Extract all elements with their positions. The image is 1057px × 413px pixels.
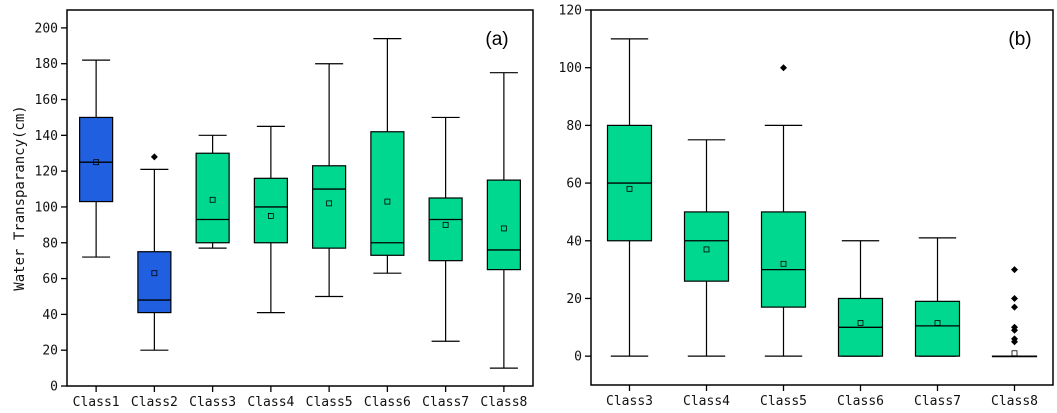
outlier-point xyxy=(1011,303,1018,311)
box-body xyxy=(195,152,230,244)
y-tick-label: 20 xyxy=(566,292,582,307)
box-class5 xyxy=(760,64,807,357)
plot-frame xyxy=(66,9,534,387)
box-class1 xyxy=(79,59,114,258)
box-body xyxy=(760,211,807,308)
box-class4 xyxy=(683,139,730,357)
box-body xyxy=(137,251,172,314)
outlier-point xyxy=(150,153,158,161)
mean-marker xyxy=(1011,350,1018,357)
mean-marker xyxy=(703,246,710,253)
outlier-point xyxy=(780,64,787,72)
plot-frame xyxy=(590,9,1054,386)
outlier-point xyxy=(1011,335,1018,343)
box-class7 xyxy=(428,116,463,342)
box-class8 xyxy=(486,72,521,369)
box-class5 xyxy=(312,63,347,298)
y-tick-label: 0 xyxy=(574,350,582,365)
mean-marker xyxy=(209,196,216,203)
y-tick-label: 40 xyxy=(42,308,58,323)
box-class3 xyxy=(195,134,230,249)
y-tick-label: 100 xyxy=(35,200,58,215)
y-tick-label: 200 xyxy=(35,21,58,36)
mean-marker xyxy=(93,159,100,166)
mean-marker xyxy=(384,198,391,205)
box-class3 xyxy=(606,38,653,357)
x-tick-label: Class6 xyxy=(364,395,411,410)
outlier-point xyxy=(1011,294,1018,302)
y-tick-label: 80 xyxy=(42,236,58,251)
y-tick-label: 120 xyxy=(559,4,582,19)
panel-b: 0 20 40 60 80 100 120 (b) Class3 Class4 Class5 Clas… xyxy=(559,4,1054,409)
box-class2 xyxy=(137,153,172,351)
x-tick-label: Class5 xyxy=(306,395,353,410)
y-tick-label: 180 xyxy=(35,57,58,72)
mean-marker xyxy=(151,270,158,277)
y-tick-label: 160 xyxy=(35,93,58,108)
outlier-point xyxy=(1011,266,1018,274)
box-body xyxy=(486,179,521,271)
x-tick-label: Class4 xyxy=(247,395,294,410)
mean-marker xyxy=(500,225,507,232)
x-tick-label: Class6 xyxy=(837,394,884,409)
box-class6 xyxy=(837,240,884,357)
x-tick-label: Class7 xyxy=(914,394,961,409)
box-class6 xyxy=(370,38,405,274)
panel-label: (b) xyxy=(1008,29,1031,50)
y-tick-label: 40 xyxy=(566,234,582,249)
x-tick-label: Class3 xyxy=(189,395,236,410)
x-tick-label: Class8 xyxy=(991,394,1038,409)
box-body xyxy=(428,197,463,262)
y-axis-title: Water Transparancy(cm) xyxy=(12,105,28,290)
box-body xyxy=(370,131,405,256)
x-tick-label: Class7 xyxy=(422,395,469,410)
x-tick-label: Class2 xyxy=(131,395,178,410)
x-tick-label: Class1 xyxy=(73,395,120,410)
box-body xyxy=(312,165,347,249)
y-tick-label: 120 xyxy=(35,165,58,180)
outlier-point xyxy=(1011,323,1018,331)
box-class7 xyxy=(914,237,961,357)
x-tick-label: Class8 xyxy=(480,395,527,410)
mean-marker xyxy=(442,221,449,228)
y-tick-label: 0 xyxy=(50,380,58,395)
x-tick-label: Class3 xyxy=(606,394,653,409)
box-body xyxy=(253,177,288,244)
mean-marker xyxy=(267,213,274,219)
mean-marker xyxy=(857,320,864,326)
panel-a: 0 20 40 60 80 100 120 140 160 180 200 Water Transpa… xyxy=(12,9,534,410)
x-tick-label: Class5 xyxy=(760,394,807,409)
x-tick-label: Class4 xyxy=(683,394,730,409)
y-tick-label: 100 xyxy=(559,61,582,76)
y-tick-label: 60 xyxy=(42,272,58,287)
mean-marker xyxy=(626,185,633,192)
mean-marker xyxy=(780,260,787,267)
panel-label: (a) xyxy=(485,29,508,50)
box-class4 xyxy=(253,125,288,314)
y-tick-label: 60 xyxy=(566,177,582,192)
y-tick-label: 20 xyxy=(42,344,58,359)
y-tick-label: 80 xyxy=(566,119,582,134)
mean-marker xyxy=(326,200,333,207)
y-tick-label: 140 xyxy=(35,129,58,144)
box-class8 xyxy=(991,266,1038,358)
box-body xyxy=(914,300,961,357)
mean-marker xyxy=(934,320,941,326)
